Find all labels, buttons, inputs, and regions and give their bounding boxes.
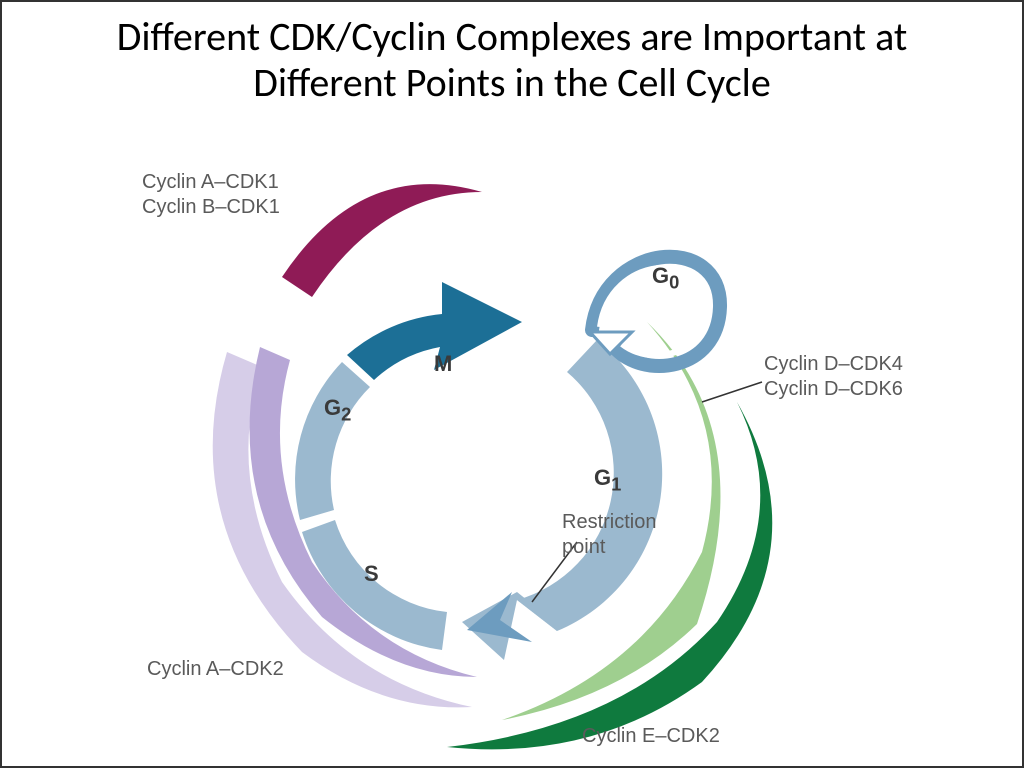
slide-title: Different CDK/Cyclin Complexes are Impor… (2, 2, 1022, 106)
g1-sub: 1 (611, 473, 621, 494)
cyclin-a-cdk1-label: Cyclin A–CDK1 Cyclin B–CDK1 (142, 170, 280, 220)
ring-g1 (517, 340, 662, 631)
g1-g: G (594, 465, 611, 490)
g2-sub: 2 (341, 403, 351, 424)
g2-g: G (324, 395, 341, 420)
cyclin-a-cdk2-label: Cyclin A–CDK2 (147, 657, 284, 682)
g0-g: G (652, 263, 669, 288)
cyclin-d-cdk4-label: Cyclin D–CDK4 Cyclin D–CDK6 (764, 352, 903, 402)
phase-label-m: M (434, 350, 452, 378)
cyclinD-leader (702, 382, 762, 402)
phase-label-g1: G1 (594, 464, 621, 496)
phase-label-g0: G0 (652, 262, 679, 294)
ring-g2 (295, 362, 370, 520)
phase-label-s: S (364, 560, 379, 588)
slide: Different CDK/Cyclin Complexes are Impor… (0, 0, 1024, 768)
swoosh-maroon (282, 184, 482, 297)
phase-label-g2: G2 (324, 394, 351, 426)
restriction-label: Restriction point (562, 510, 656, 560)
cyclin-e-cdk2-label: Cyclin E–CDK2 (582, 724, 720, 749)
g0-sub: 0 (669, 271, 679, 292)
cell-cycle-diagram: G0 G1 S G2 M Restriction point Cyclin A–… (2, 122, 1024, 762)
